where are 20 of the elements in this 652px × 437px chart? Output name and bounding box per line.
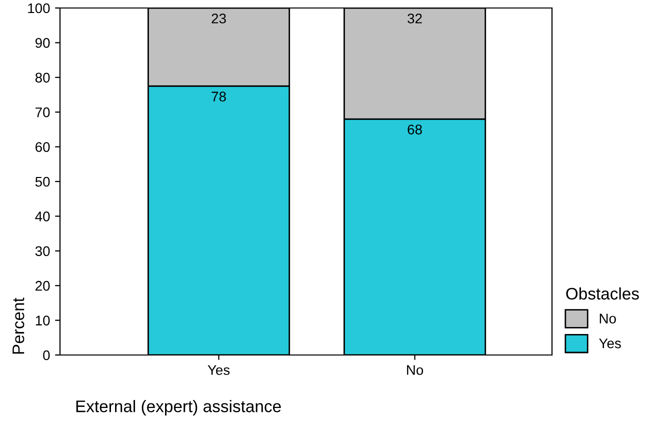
y-tick-label: 10 [36,316,50,326]
data-label: 23 [212,14,226,24]
data-label: 78 [212,92,226,102]
y-tick-label: 80 [35,72,50,83]
y-tick-label: 40 [35,212,50,222]
y-tick-label: 90 [35,38,50,48]
legend-title: Obstacles [566,287,639,300]
y-tick-label: 60 [36,142,50,152]
y-axis-title: Percent [12,298,24,354]
data-label: 32 [408,14,422,24]
legend-label: No [600,314,616,324]
y-tick-label: 70 [36,107,50,118]
y-tick-label: 100 [28,3,50,14]
y-tick-label: 0 [43,350,50,360]
x-axis-title: External (expert) assistance [76,400,281,416]
data-label: 68 [408,124,422,134]
y-tick-label: 50 [35,176,50,187]
y-tick-label: 20 [36,280,50,291]
legend-label: Yes [599,338,621,348]
y-tick-label: 30 [35,246,50,256]
